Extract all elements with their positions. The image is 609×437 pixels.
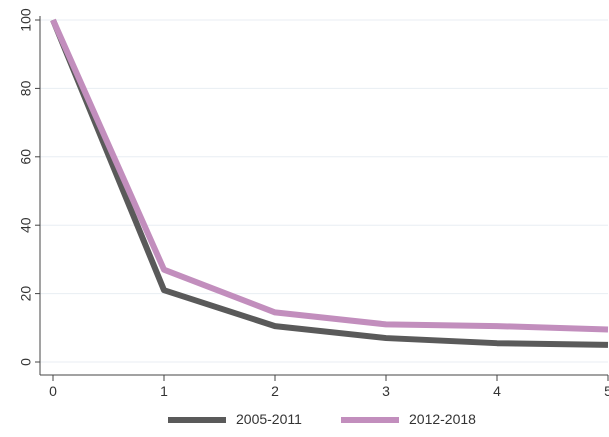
y-tick-label-100: 100 <box>18 8 34 32</box>
y-axis-ticks: 0 20 40 60 80 100 <box>18 8 40 366</box>
x-tick-label-4: 4 <box>493 383 501 399</box>
series-line-2005-2011 <box>50 18 609 348</box>
x-tick-label-5: 5 <box>604 383 609 399</box>
x-tick-label-3: 3 <box>382 383 390 399</box>
y-tick-label-60: 60 <box>18 149 34 165</box>
legend-label-2012-2018: 2012-2018 <box>409 411 476 427</box>
y-tick-label-20: 20 <box>18 286 34 302</box>
legend: 2005-2011 2012-2018 <box>168 411 476 427</box>
series-lines <box>50 18 609 348</box>
x-tick-label-2: 2 <box>271 383 279 399</box>
x-tick-label-0: 0 <box>49 383 57 399</box>
series-line-2012-2018 <box>50 18 609 333</box>
y-tick-label-40: 40 <box>18 217 34 233</box>
axes <box>39 16 608 376</box>
x-tick-label-1: 1 <box>160 383 168 399</box>
legend-label-2005-2011: 2005-2011 <box>236 411 302 427</box>
y-tick-label-0: 0 <box>18 358 34 366</box>
x-axis-ticks: 0 1 2 3 4 5 <box>49 375 609 399</box>
y-tick-label-80: 80 <box>18 80 34 96</box>
